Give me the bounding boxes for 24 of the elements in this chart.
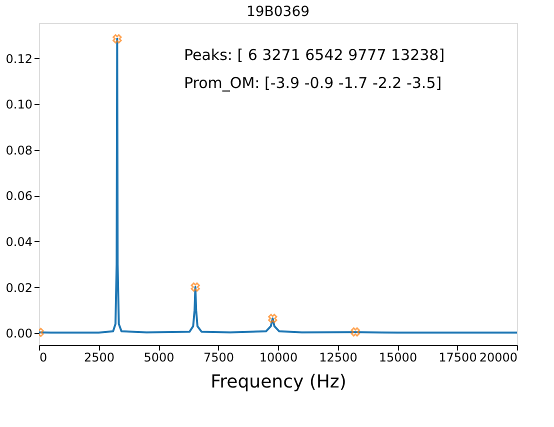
y-tick-label: 0.06 bbox=[6, 189, 32, 204]
y-tick-label: 0.02 bbox=[6, 280, 32, 295]
x-tick-label: 2500 bbox=[84, 350, 115, 364]
x-tick-label: 15000 bbox=[378, 350, 418, 364]
point bbox=[268, 314, 278, 324]
annotation: Peaks: [ 6 3271 6542 9777 13238] bbox=[184, 46, 445, 64]
x-tick-label: 12500 bbox=[319, 350, 358, 364]
point bbox=[112, 34, 122, 44]
y-tick-label: 0.00 bbox=[6, 326, 32, 341]
point bbox=[190, 282, 200, 292]
annotation: Prom_OM: [-3.9 -0.9 -1.7 -2.2 -3.5] bbox=[184, 74, 442, 92]
chart-title: 19B0369 bbox=[246, 4, 310, 20]
x-tick-label: 10000 bbox=[259, 350, 298, 364]
x-tick-label: 17500 bbox=[438, 350, 477, 364]
x-axis-title: Frequency (Hz) bbox=[210, 372, 346, 392]
y-tick-label: 0.12 bbox=[6, 52, 32, 66]
y-tick-label: 0.08 bbox=[6, 143, 32, 158]
x-tick-label: 20000 bbox=[479, 350, 518, 364]
x-tick-label: 5000 bbox=[144, 350, 174, 364]
x-tick-label: 7500 bbox=[203, 350, 234, 364]
y-tick-label: 0.10 bbox=[6, 98, 32, 112]
y-tick-label: 0.04 bbox=[6, 234, 32, 249]
point bbox=[350, 327, 360, 337]
x-tick-label: 0 bbox=[40, 350, 48, 364]
